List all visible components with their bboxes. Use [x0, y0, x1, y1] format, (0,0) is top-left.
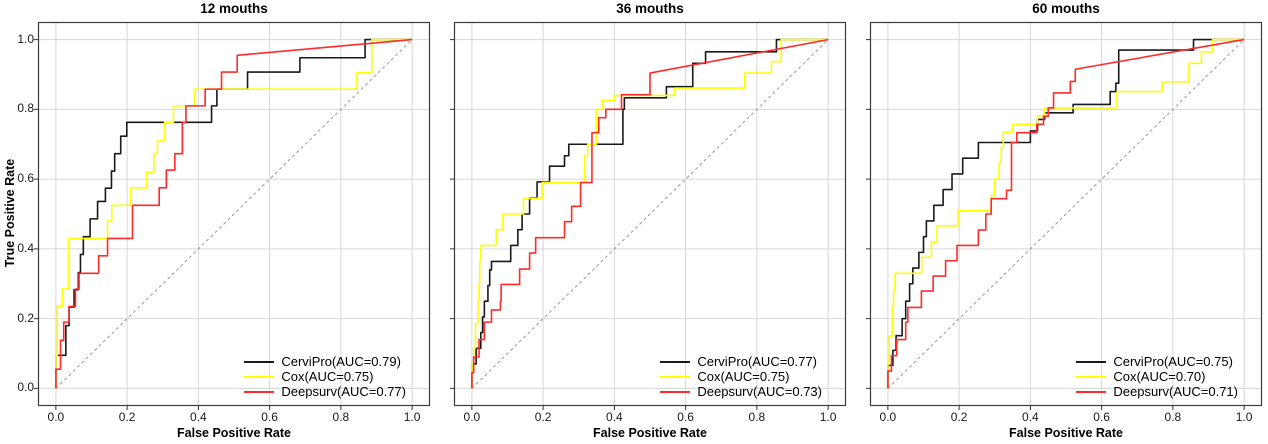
legend: CerviPro(AUC=0.75) Cox(AUC=0.70) Deepsur… — [1076, 355, 1238, 399]
x-axis-title: False Positive Rate — [593, 426, 707, 440]
x-tick-label: 0.2 — [118, 410, 136, 424]
legend-line-cox — [244, 376, 275, 378]
x-tick-label: 0.4 — [606, 410, 623, 424]
x-axis-ticks: 0.0 0.2 0.4 0.6 0.8 1.0 — [870, 410, 1262, 425]
legend-label-cox: Cox(AUC=0.75) — [697, 369, 790, 384]
legend-row-cervipro: CerviPro(AUC=0.75) — [1076, 355, 1238, 369]
legend-label-cervipro: CerviPro(AUC=0.77) — [697, 354, 817, 369]
x-tick-label: 0.0 — [463, 410, 481, 424]
legend: CerviPro(AUC=0.77) Cox(AUC=0.75) Deepsur… — [660, 355, 822, 399]
x-tick-label: 0.6 — [1093, 410, 1110, 424]
x-tick-label: 1.0 — [403, 410, 421, 424]
legend-label-cox: Cox(AUC=0.70) — [1113, 369, 1206, 384]
legend-row-deepsurv: Deepsurv(AUC=0.71) — [1076, 385, 1238, 399]
roc-svg — [33, 21, 431, 410]
x-tick-label: 0.4 — [190, 410, 207, 424]
legend-row-cox: Cox(AUC=0.70) — [1076, 370, 1238, 384]
legend: CerviPro(AUC=0.79) Cox(AUC=0.75) Deepsur… — [244, 355, 406, 399]
y-tick-label: 0.0 — [17, 380, 34, 395]
y-axis-title: True Positive Rate — [3, 158, 17, 268]
x-tick-label: 0.6 — [261, 410, 278, 424]
x-tick-label: 0.8 — [748, 410, 766, 424]
legend-label-cox: Cox(AUC=0.75) — [281, 369, 374, 384]
legend-row-cox: Cox(AUC=0.75) — [660, 370, 822, 384]
x-tick-label: 0.2 — [534, 410, 552, 424]
legend-label-cervipro: CerviPro(AUC=0.79) — [281, 354, 401, 369]
x-tick-label: 0.2 — [950, 410, 968, 424]
legend-row-deepsurv: Deepsurv(AUC=0.77) — [244, 385, 406, 399]
x-axis-title: False Positive Rate — [177, 426, 291, 440]
legend-row-deepsurv: Deepsurv(AUC=0.73) — [660, 385, 822, 399]
x-tick-label: 0.8 — [332, 410, 350, 424]
legend-line-deepsurv — [1076, 391, 1107, 393]
roc-panel-36-mouths: 36 mouths CerviPro(AUC=0.77) Cox(AUC=0.7… — [449, 0, 847, 444]
y-tick-label: 0.4 — [17, 240, 34, 255]
x-axis-title: False Positive Rate — [1009, 426, 1123, 440]
y-tick-label: 0.8 — [17, 101, 34, 116]
plot-area: CerviPro(AUC=0.75) Cox(AUC=0.70) Deepsur… — [865, 21, 1263, 410]
x-tick-label: 1.0 — [819, 410, 837, 424]
legend-label-deepsurv: Deepsurv(AUC=0.71) — [1113, 384, 1238, 399]
legend-line-deepsurv — [660, 391, 691, 393]
roc-svg — [449, 21, 847, 410]
legend-label-deepsurv: Deepsurv(AUC=0.77) — [281, 384, 406, 399]
roc-panel-12-mouths: 12 mouths CerviPro(AUC=0.79) Cox(AUC=0.7… — [33, 0, 431, 444]
y-tick-label: 0.6 — [17, 171, 34, 186]
x-tick-label: 1.0 — [1235, 410, 1253, 424]
panel-title: 36 mouths — [616, 1, 684, 16]
legend-row-cox: Cox(AUC=0.75) — [244, 370, 406, 384]
roc-panel-60-mouths: 60 mouths CerviPro(AUC=0.75) Cox(AUC=0.7… — [865, 0, 1263, 444]
roc-svg — [865, 21, 1263, 410]
plot-area: CerviPro(AUC=0.79) Cox(AUC=0.75) Deepsur… — [33, 21, 431, 410]
x-axis-ticks: 0.0 0.2 0.4 0.6 0.8 1.0 — [454, 410, 846, 425]
legend-line-deepsurv — [244, 391, 275, 393]
legend-line-cox — [660, 376, 691, 378]
legend-row-cervipro: CerviPro(AUC=0.79) — [244, 355, 406, 369]
y-tick-label: 1.0 — [17, 31, 34, 46]
legend-line-cox — [1076, 376, 1107, 378]
legend-line-cervipro — [244, 361, 275, 363]
x-tick-label: 0.0 — [879, 410, 897, 424]
legend-row-cervipro: CerviPro(AUC=0.77) — [660, 355, 822, 369]
x-tick-label: 0.8 — [1164, 410, 1182, 424]
legend-label-cervipro: CerviPro(AUC=0.75) — [1113, 354, 1233, 369]
y-tick-label: 0.2 — [17, 310, 34, 325]
panel-title: 60 mouths — [1032, 1, 1100, 16]
x-tick-label: 0.6 — [677, 410, 694, 424]
panel-title: 12 mouths — [200, 1, 268, 16]
legend-label-deepsurv: Deepsurv(AUC=0.73) — [697, 384, 822, 399]
x-tick-label: 0.4 — [1022, 410, 1039, 424]
x-axis-ticks: 0.0 0.2 0.4 0.6 0.8 1.0 — [38, 410, 430, 425]
legend-line-cervipro — [1076, 361, 1107, 363]
legend-line-cervipro — [660, 361, 691, 363]
x-tick-label: 0.0 — [47, 410, 65, 424]
plot-area: CerviPro(AUC=0.77) Cox(AUC=0.75) Deepsur… — [449, 21, 847, 410]
